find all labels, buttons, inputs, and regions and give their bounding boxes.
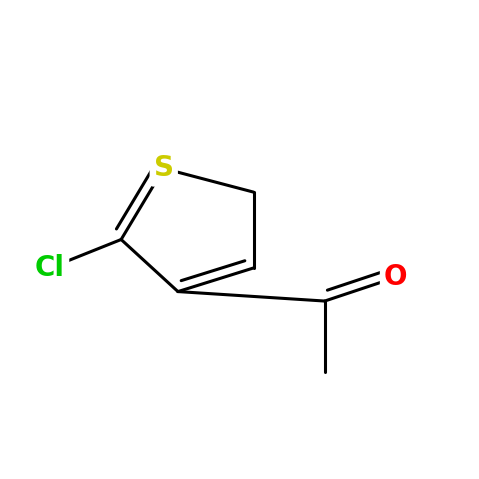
Text: Cl: Cl [35, 254, 65, 282]
Text: S: S [154, 155, 174, 182]
Text: O: O [384, 263, 408, 291]
